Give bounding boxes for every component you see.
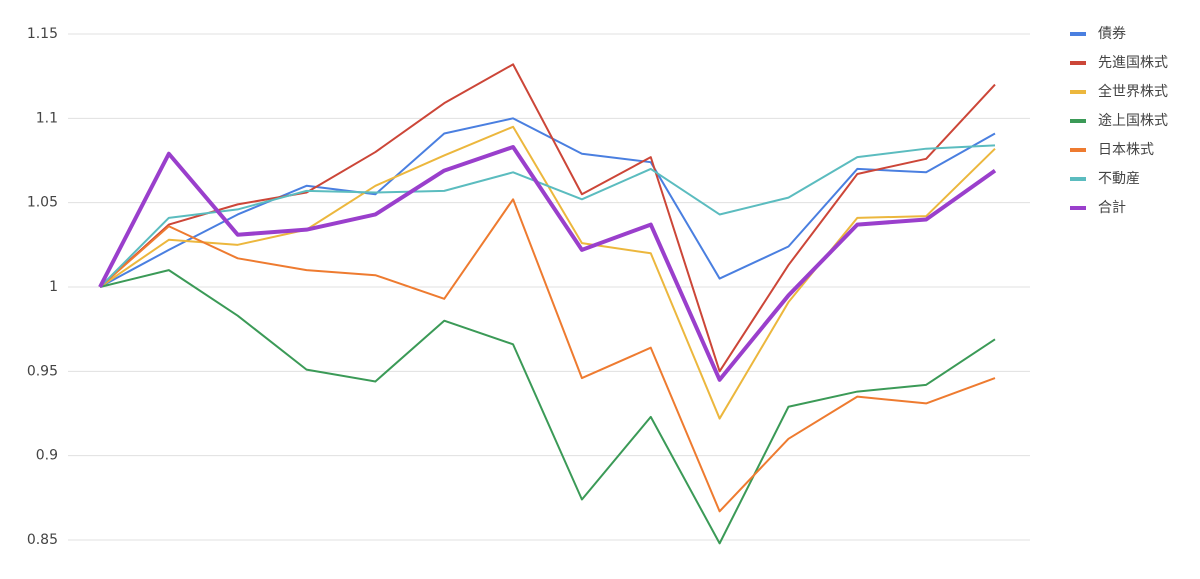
legend-swatch (1070, 90, 1086, 94)
legend-swatch (1070, 61, 1086, 65)
legend-label: 先進国株式 (1098, 55, 1168, 71)
series-line (98, 145, 997, 382)
legend-swatch (1070, 119, 1086, 123)
y-tick-label: 1.15 (27, 26, 58, 42)
y-tick-label: 1.1 (36, 110, 58, 126)
y-tick-label: 0.9 (36, 448, 58, 464)
legend-label: 日本株式 (1098, 142, 1154, 158)
series-line (99, 198, 996, 513)
legend-label: 合計 (1098, 200, 1126, 216)
legend-label: 不動産 (1098, 171, 1140, 187)
series-line (99, 144, 996, 288)
legend-swatch (1070, 206, 1086, 210)
y-tick-label: 0.85 (27, 532, 58, 548)
legend-swatch (1070, 177, 1086, 181)
legend-label: 途上国株式 (1098, 112, 1168, 129)
legend-swatch (1070, 32, 1086, 36)
y-tick-label: 1 (49, 279, 58, 295)
series-line (99, 269, 996, 545)
legend-label: 全世界株式 (1098, 83, 1168, 100)
y-tick-label: 0.95 (27, 363, 58, 379)
legend-swatch (1070, 148, 1086, 152)
series-line (99, 63, 996, 373)
legend-label: 債券 (1098, 26, 1126, 42)
series-line (99, 117, 996, 288)
series-line (99, 125, 996, 420)
y-tick-label: 1.05 (27, 195, 58, 211)
